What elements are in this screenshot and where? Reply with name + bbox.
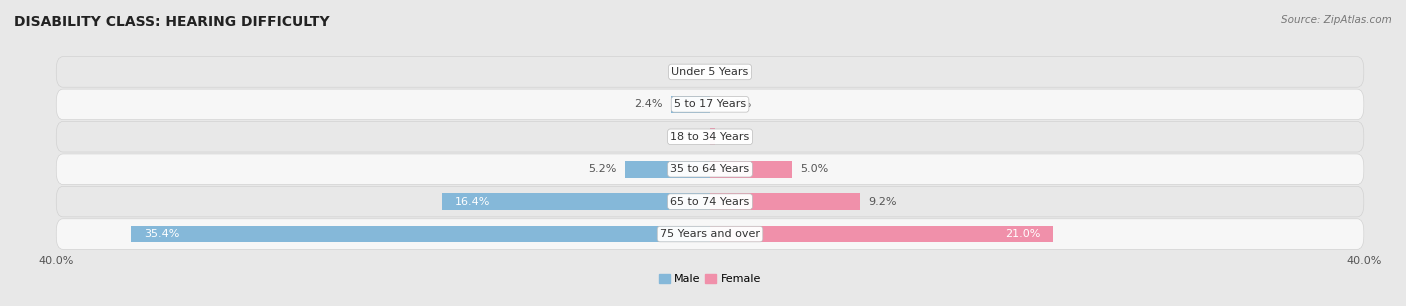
FancyBboxPatch shape: [56, 219, 1364, 249]
FancyBboxPatch shape: [56, 186, 1364, 217]
Text: 18 to 34 Years: 18 to 34 Years: [671, 132, 749, 142]
Text: 21.0%: 21.0%: [1005, 229, 1040, 239]
Text: 0.0%: 0.0%: [669, 67, 697, 77]
Text: 75 Years and over: 75 Years and over: [659, 229, 761, 239]
Bar: [671, 96, 710, 113]
Text: Under 5 Years: Under 5 Years: [672, 67, 748, 77]
Text: 5.0%: 5.0%: [800, 164, 828, 174]
Text: 0.3%: 0.3%: [723, 132, 751, 142]
FancyBboxPatch shape: [56, 57, 1364, 87]
Text: 0.0%: 0.0%: [669, 132, 697, 142]
Text: 0.0%: 0.0%: [723, 99, 751, 109]
Bar: [710, 161, 792, 178]
FancyBboxPatch shape: [56, 154, 1364, 185]
FancyBboxPatch shape: [56, 89, 1364, 120]
Bar: [710, 226, 1053, 242]
Bar: [626, 161, 710, 178]
Legend: Male, Female: Male, Female: [654, 269, 766, 289]
Text: 5 to 17 Years: 5 to 17 Years: [673, 99, 747, 109]
Text: 5.2%: 5.2%: [589, 164, 617, 174]
Text: 35 to 64 Years: 35 to 64 Years: [671, 164, 749, 174]
Bar: [710, 128, 714, 145]
Text: Source: ZipAtlas.com: Source: ZipAtlas.com: [1281, 15, 1392, 25]
Bar: [131, 226, 710, 242]
Bar: [441, 193, 710, 210]
Text: DISABILITY CLASS: HEARING DIFFICULTY: DISABILITY CLASS: HEARING DIFFICULTY: [14, 15, 329, 29]
Text: 16.4%: 16.4%: [456, 197, 491, 207]
Text: 65 to 74 Years: 65 to 74 Years: [671, 197, 749, 207]
Bar: [710, 193, 860, 210]
Text: 9.2%: 9.2%: [869, 197, 897, 207]
Text: 35.4%: 35.4%: [145, 229, 180, 239]
FancyBboxPatch shape: [56, 121, 1364, 152]
Text: 0.0%: 0.0%: [723, 67, 751, 77]
Text: 2.4%: 2.4%: [634, 99, 662, 109]
